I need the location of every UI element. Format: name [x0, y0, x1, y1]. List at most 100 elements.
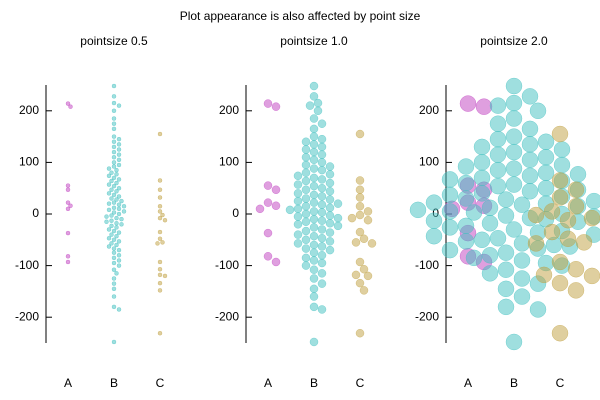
point [325, 203, 335, 213]
point [65, 101, 71, 106]
point [301, 202, 311, 211]
point [119, 216, 124, 222]
point [505, 110, 523, 127]
point [263, 198, 273, 207]
point [317, 234, 327, 243]
point [317, 279, 327, 288]
point [521, 88, 539, 105]
point [513, 235, 531, 252]
point [162, 217, 168, 223]
point [309, 164, 319, 173]
chart-title: Plot appearance is also affected by poin… [180, 9, 421, 23]
point [293, 220, 303, 229]
point [111, 286, 117, 292]
point [116, 103, 122, 108]
point [325, 219, 335, 228]
y-tick-label: -200 [415, 309, 439, 323]
point [317, 225, 327, 234]
point [489, 130, 507, 148]
panel-title: pointsize 0.5 [80, 34, 148, 48]
point [301, 261, 311, 270]
point [367, 239, 377, 248]
point [505, 333, 523, 351]
point [309, 81, 319, 91]
point [263, 228, 273, 238]
point [309, 140, 319, 149]
point [359, 234, 369, 244]
point [160, 240, 165, 245]
point [441, 241, 459, 259]
point [309, 132, 319, 141]
point [109, 187, 114, 192]
point [309, 147, 319, 157]
point [65, 230, 71, 236]
point [441, 171, 459, 188]
point [301, 145, 311, 154]
point [537, 133, 555, 151]
point [521, 183, 539, 200]
panel-title: pointsize 2.0 [480, 34, 548, 48]
point [317, 183, 327, 193]
point [114, 271, 119, 276]
point [363, 207, 373, 216]
point [481, 215, 499, 232]
point [317, 150, 327, 159]
point [111, 144, 117, 150]
point [333, 213, 343, 223]
point [157, 195, 163, 200]
x-tick-label: A [64, 376, 72, 390]
point [355, 227, 365, 237]
point [309, 190, 319, 200]
point [359, 286, 369, 295]
point [527, 235, 545, 252]
point [111, 126, 117, 132]
point [309, 214, 319, 224]
point [293, 239, 303, 248]
point [553, 156, 571, 174]
point [559, 211, 577, 229]
point [325, 187, 335, 196]
point [116, 206, 122, 212]
point [441, 203, 459, 220]
point [111, 260, 117, 266]
point [309, 256, 319, 265]
point [497, 298, 515, 316]
point [473, 185, 491, 202]
point [497, 244, 515, 261]
point [497, 261, 515, 278]
point [119, 222, 124, 227]
point [116, 263, 122, 268]
point [293, 171, 303, 181]
point [521, 167, 539, 185]
point [157, 229, 163, 235]
point [325, 195, 335, 204]
point [121, 209, 127, 214]
point [309, 181, 319, 191]
point [489, 177, 507, 195]
x-tick-label: C [156, 376, 165, 390]
point [116, 157, 122, 163]
point [465, 249, 483, 267]
point [325, 170, 335, 179]
point [116, 258, 122, 263]
point [363, 215, 373, 225]
point [116, 177, 122, 182]
point [505, 176, 523, 193]
point [481, 199, 499, 217]
point [325, 178, 335, 188]
point [317, 165, 327, 175]
y-tick-label: -200 [15, 309, 39, 323]
point [457, 158, 475, 175]
point [355, 210, 365, 220]
point [111, 339, 117, 345]
point [317, 242, 327, 251]
point [351, 270, 361, 280]
point [111, 183, 117, 189]
point [473, 169, 491, 187]
point [116, 247, 122, 253]
point [309, 92, 319, 101]
point [109, 196, 114, 201]
point [325, 211, 335, 220]
point [293, 230, 303, 239]
